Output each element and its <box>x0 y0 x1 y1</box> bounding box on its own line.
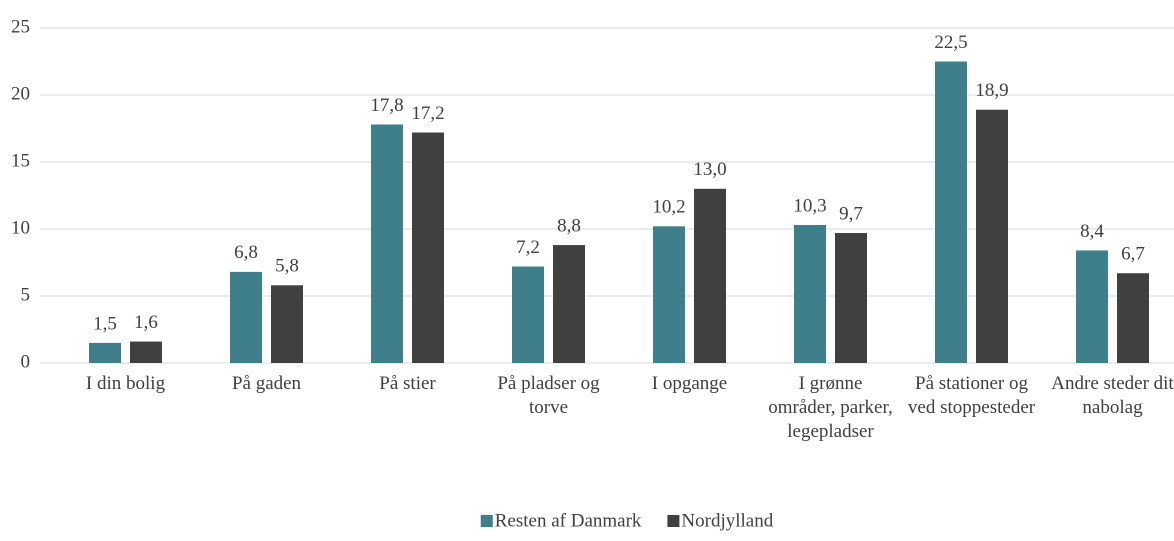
x-tick-line: På stier <box>379 373 436 394</box>
bar <box>271 285 303 363</box>
bar <box>230 271 262 363</box>
x-tick-label: I opgange <box>652 373 727 394</box>
x-tick-line: På pladser og <box>497 373 600 394</box>
legend-swatch <box>667 515 680 527</box>
x-tick-line: Andre steder dit <box>1051 373 1174 394</box>
x-tick-label: I grønne områder, parker, legepladser <box>768 373 893 442</box>
x-tick-line: På stationer og <box>915 373 1028 394</box>
data-label: 6,7 <box>1121 244 1145 265</box>
bar <box>835 233 867 363</box>
x-tick-label: Andre steder dit nabolag <box>1051 373 1174 418</box>
y-tick-label: 0 <box>21 351 31 372</box>
data-label: 22,5 <box>934 32 967 53</box>
data-label: 13,0 <box>693 159 726 180</box>
x-tick-label: På stationer og ved stoppesteder <box>908 373 1036 418</box>
x-tick-label: I din bolig <box>86 373 166 394</box>
y-tick-label: 10 <box>11 217 30 238</box>
x-tick-line: På gaden <box>232 373 302 394</box>
y-tick-label: 5 <box>21 284 31 305</box>
bar <box>1076 250 1108 363</box>
data-label: 10,3 <box>793 195 826 216</box>
x-tick-line: nabolag <box>1082 397 1143 418</box>
data-label: 8,4 <box>1080 221 1104 242</box>
x-tick-line: ved stoppesteder <box>908 397 1036 418</box>
bar <box>935 61 967 363</box>
y-tick-label: 15 <box>11 150 30 171</box>
x-tick-line: I opgange <box>652 373 727 394</box>
bar <box>976 109 1008 364</box>
bar <box>553 245 585 363</box>
bar <box>694 188 726 363</box>
x-tick-line: områder, parker, <box>768 397 893 418</box>
data-label: 18,9 <box>975 80 1008 101</box>
legend-swatch <box>480 515 493 527</box>
bar <box>653 226 685 363</box>
data-label: 5,8 <box>275 256 299 277</box>
legend: Resten af Danmark Nordjylland <box>480 510 774 531</box>
data-label: 6,8 <box>234 242 258 263</box>
x-tick-line: legepladser <box>787 421 874 442</box>
bar <box>371 124 403 363</box>
data-label: 8,8 <box>557 215 581 236</box>
bar <box>89 342 121 363</box>
bar <box>1117 273 1149 363</box>
x-tick-line: torve <box>529 397 568 418</box>
x-tick-line: I grønne <box>799 373 863 394</box>
data-label: 10,2 <box>652 197 685 218</box>
bar <box>130 341 162 363</box>
data-label: 1,6 <box>134 312 158 333</box>
bar <box>794 224 826 363</box>
bar <box>512 266 544 363</box>
data-label: 17,2 <box>411 103 444 124</box>
y-tick-label: 25 <box>11 16 30 37</box>
x-tick-label: På stier <box>379 373 436 394</box>
legend-label: Resten af Danmark <box>495 510 642 531</box>
data-label: 7,2 <box>516 237 540 258</box>
x-tick-label: På pladser og torve <box>497 373 600 418</box>
legend-label: Nordjylland <box>681 510 773 531</box>
data-label: 9,7 <box>839 203 863 224</box>
x-tick-label: På gaden <box>232 373 302 394</box>
bar <box>412 132 444 363</box>
x-tick-line: I din bolig <box>86 373 166 394</box>
y-tick-label: 20 <box>11 83 30 104</box>
data-label: 17,8 <box>370 95 403 116</box>
data-label: 1,5 <box>93 313 117 334</box>
